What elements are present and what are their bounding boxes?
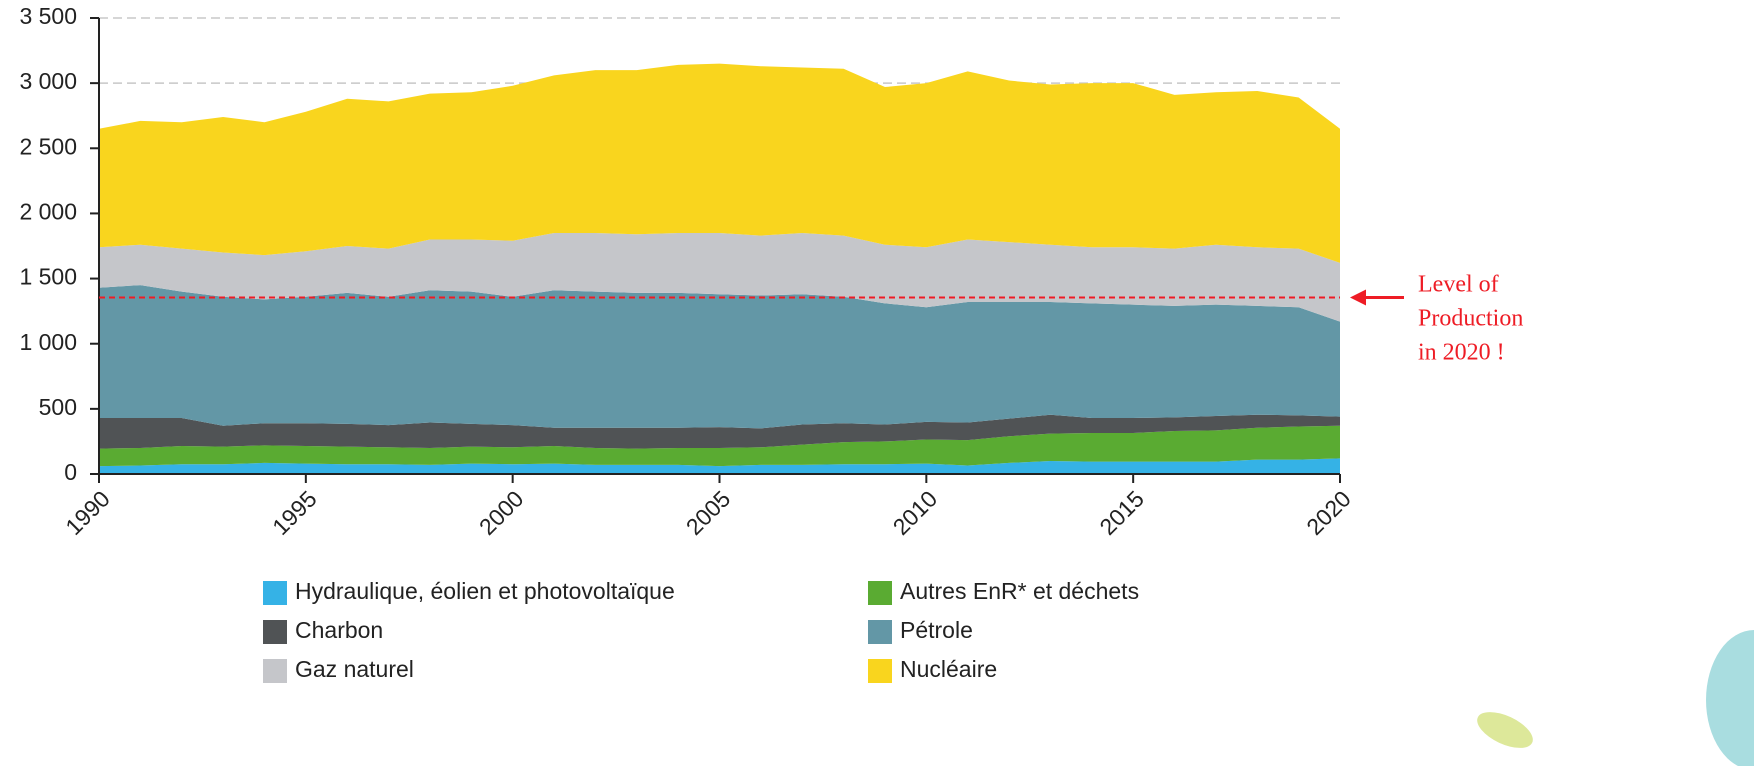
annotation-text: in 2020 ! (1418, 340, 1505, 366)
legend-label: Pétrole (900, 617, 973, 643)
legend-label: Hydraulique, éolien et photovoltaïque (295, 578, 675, 604)
x-tick-label: 2020 (1301, 485, 1356, 540)
arrow-head (1350, 289, 1366, 305)
legend-label: Autres EnR* et déchets (900, 578, 1139, 604)
y-tick-label: 500 (39, 394, 77, 420)
y-tick-label: 3 500 (19, 3, 77, 29)
x-tick-label: 2005 (681, 485, 736, 540)
y-tick-label: 0 (64, 459, 77, 485)
y-tick-label: 1 000 (19, 329, 77, 355)
y-tick-label: 2 000 (19, 199, 77, 225)
decoration (1706, 630, 1754, 766)
legend-label: Nucléaire (900, 656, 997, 682)
x-tick-label: 1995 (267, 485, 322, 540)
legend-label: Gaz naturel (295, 656, 414, 682)
annotation-text: Level of (1418, 272, 1499, 298)
x-tick-label: 2010 (888, 485, 943, 540)
y-tick-label: 3 000 (19, 68, 77, 94)
area (99, 285, 1340, 428)
y-tick-label: 1 500 (19, 264, 77, 290)
legend-swatch (868, 620, 892, 644)
legend-swatch (263, 659, 287, 683)
legend-swatch (263, 581, 287, 605)
chart: 0 500 1 000 1 500 2 000 2 500 3 000 3 500 1990 19… (0, 0, 1754, 766)
x-tick-label: 2000 (474, 485, 529, 540)
x-tick-label: 2015 (1094, 485, 1149, 540)
legend-swatch (263, 620, 287, 644)
legend-swatch (868, 581, 892, 605)
annotation-text: Production (1418, 306, 1523, 332)
decoration (1472, 705, 1538, 756)
x-tick-label: 1990 (60, 485, 115, 540)
y-tick-label: 2 500 (19, 133, 77, 159)
legend-label: Charbon (295, 617, 383, 643)
legend-swatch (868, 659, 892, 683)
